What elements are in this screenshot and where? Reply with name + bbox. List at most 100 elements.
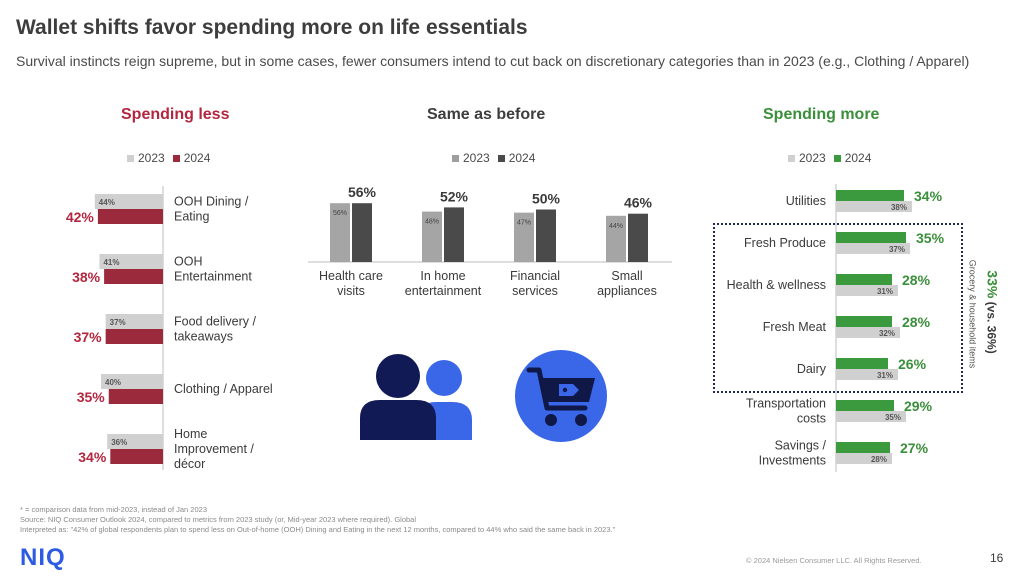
page-title: Wallet shifts favor spending more on lif… [16, 16, 528, 39]
bar-2023-label: 31% [877, 287, 893, 296]
category-label: In home [420, 269, 465, 283]
category-label: appliances [597, 284, 657, 298]
bar-2024 [628, 213, 648, 262]
bar-2023 [836, 453, 892, 464]
category-label: Savings / [775, 439, 827, 453]
grocery-value-note: (vs. 36%) [985, 301, 999, 354]
bar-2024-label: 28% [902, 272, 931, 288]
bar-2023 [330, 203, 350, 262]
legend-spending-less: 2023 2024 [127, 151, 210, 165]
bar-2024 [836, 274, 892, 285]
legend-spending-more: 2023 2024 [788, 151, 871, 165]
category-label: Entertainment [174, 270, 252, 284]
footnote-source: Source: NIQ Consumer Outlook 2024, compa… [20, 515, 417, 524]
people-icon [360, 354, 472, 440]
bar-2023 [514, 212, 534, 262]
legend-label-2023: 2023 [463, 151, 490, 165]
bar-2023-label: 35% [885, 413, 901, 422]
category-label: OOH [174, 255, 202, 269]
bar-2023 [836, 201, 912, 212]
legend-swatch-2024 [833, 154, 841, 162]
legend-label-2024: 2024 [183, 151, 211, 165]
category-label: Small [611, 269, 642, 283]
bar-2023 [99, 254, 163, 269]
grocery-label: Grocery & household items [967, 259, 977, 369]
same-as-before-heading: Same as before [427, 106, 546, 123]
bar-2023 [107, 434, 163, 449]
legend-swatch-2023 [452, 154, 459, 162]
bar-2023-label: 28% [871, 455, 887, 464]
legend-swatch-2024 [497, 154, 505, 162]
bar-2024 [836, 400, 894, 411]
category-label: Utilities [786, 194, 826, 208]
bar-2023 [836, 243, 910, 254]
category-label: entertainment [405, 284, 482, 298]
legend-label-2024: 2024 [844, 151, 872, 165]
bar-2024 [104, 269, 163, 284]
bar-2024 [836, 316, 892, 327]
category-label: Transportation [746, 397, 826, 411]
category-label: Health & wellness [727, 278, 826, 292]
legend-swatch-2023 [127, 154, 134, 162]
bar-2023-label: 37% [110, 318, 126, 327]
grocery-value-wrap: 33% (vs. 36%) [982, 262, 1004, 362]
bar-2023 [101, 374, 163, 389]
bar-2023-label: 40% [105, 378, 121, 387]
category-label: décor [174, 457, 205, 471]
shopping-cart-tag-icon [515, 350, 607, 442]
grocery-items-box [713, 223, 963, 393]
spending-more-heading: Spending more [763, 106, 880, 123]
bar-2023-label: 47% [517, 220, 531, 227]
category-label: Food delivery / [174, 315, 257, 329]
legend-label-2024: 2024 [508, 151, 536, 165]
bar-2024-label: 56% [348, 184, 377, 200]
legend-swatch-2024 [172, 154, 180, 162]
category-label: services [512, 284, 558, 298]
bar-2024-label: 29% [904, 398, 933, 414]
bar-2024-label: 27% [900, 440, 929, 456]
category-label: Dairy [797, 362, 827, 376]
bar-2023 [836, 327, 900, 338]
copyright: © 2024 Nielsen Consumer LLC. All Rights … [746, 556, 922, 565]
category-label: Clothing / Apparel [174, 382, 273, 396]
category-label: takeaways [174, 330, 233, 344]
page-subtitle: Survival instincts reign supreme, but in… [16, 53, 970, 69]
bar-2024-label: 46% [624, 195, 653, 211]
bar-2024-label: 52% [440, 188, 469, 204]
bar-2024 [97, 209, 163, 224]
bar-2024 [444, 207, 464, 262]
category-label: Home [174, 427, 207, 441]
bar-2024 [352, 203, 372, 262]
bar-2023 [105, 314, 163, 329]
grocery-label-wrap: Grocery & household items [965, 252, 979, 376]
bar-2023-label: 36% [111, 438, 127, 447]
bar-2024 [836, 358, 888, 369]
bar-2023-label: 44% [609, 223, 623, 230]
spending-less-chart: 44% 42% OOH Dining /Eating 41%38% OOHEnterta… [66, 186, 273, 471]
category-label: Eating [174, 210, 209, 224]
spending-more-chart: 34% 38% Utilities 35% 37% Fresh Produce 28% 31%… [727, 184, 945, 472]
bar-2023 [836, 411, 906, 422]
bar-2023-label: 48% [425, 219, 439, 226]
category-label: OOH Dining / [174, 195, 249, 209]
bar-2024 [836, 190, 904, 201]
bar-2024-label: 28% [902, 314, 931, 330]
spending-less-heading: Spending less [121, 106, 230, 123]
bar-2023-label: 37% [889, 245, 905, 254]
category-label: Fresh Produce [744, 236, 826, 250]
category-label: visits [337, 284, 365, 298]
category-label: Financial [510, 269, 560, 283]
bar-2024-label: 42% [66, 209, 95, 225]
category-label: Investments [759, 454, 826, 468]
bar-2024 [836, 442, 890, 453]
bar-2024 [110, 449, 163, 464]
bar-2023 [422, 211, 442, 262]
bar-2024-label: 35% [77, 389, 106, 405]
bar-2023-label: 32% [879, 329, 895, 338]
bar-2023 [94, 194, 163, 209]
bar-2024-label: 38% [72, 269, 101, 285]
bar-2023 [836, 369, 898, 380]
category-label: Improvement / [174, 442, 254, 456]
legend-swatch-2023 [788, 154, 795, 162]
